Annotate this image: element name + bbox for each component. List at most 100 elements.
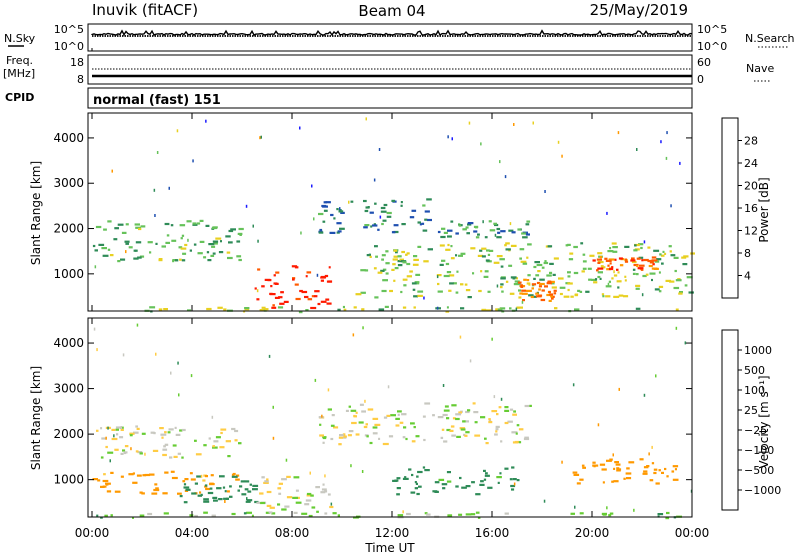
range-gate-cell bbox=[543, 499, 546, 503]
range-gate-cell bbox=[488, 421, 493, 424]
range-gate-cell bbox=[406, 275, 412, 278]
range-gate-cell bbox=[612, 453, 614, 457]
range-gate-cell bbox=[272, 405, 274, 409]
range-gate-cell bbox=[388, 435, 394, 438]
range-gate-cell bbox=[190, 374, 193, 378]
range-gate-cell bbox=[422, 415, 426, 418]
range-gate-cell bbox=[684, 341, 687, 345]
range-gate-cell bbox=[295, 489, 299, 492]
range-gate-cell bbox=[481, 255, 486, 258]
range-gate-cell bbox=[135, 249, 138, 252]
range-gate-cell bbox=[504, 467, 509, 470]
range-gate-cell bbox=[383, 203, 388, 207]
range-gate-cell bbox=[509, 408, 514, 411]
range-gate-cell bbox=[500, 283, 504, 286]
range-gate-cell bbox=[313, 295, 318, 298]
range-gate-cell bbox=[683, 255, 689, 258]
range-gate-cell bbox=[513, 410, 516, 413]
range-gate-cell bbox=[364, 399, 366, 403]
colorbar-tick-label: 25 bbox=[744, 404, 758, 417]
range-gate-cell bbox=[231, 427, 236, 431]
range-gate-cell bbox=[141, 432, 146, 435]
range-gate-cell bbox=[133, 249, 137, 252]
range-gate-cell bbox=[252, 488, 258, 491]
range-gate-cell bbox=[366, 435, 369, 438]
range-gate-cell bbox=[328, 266, 331, 269]
range-gate-cell bbox=[168, 186, 170, 190]
range-gate-cell bbox=[416, 475, 419, 478]
range-gate-cell bbox=[466, 232, 470, 235]
range-gate-cell bbox=[453, 282, 457, 285]
range-gate-cell bbox=[597, 260, 604, 264]
range-gate-cell bbox=[624, 260, 629, 263]
range-gate-cell bbox=[212, 240, 219, 243]
range-gate-cell bbox=[465, 513, 472, 516]
range-gate-cell bbox=[389, 289, 393, 293]
range-gate-cell bbox=[402, 510, 404, 514]
range-gate-cell bbox=[574, 308, 580, 311]
y-tick-label: 3000 bbox=[53, 382, 84, 396]
range-gate-cell bbox=[200, 474, 203, 478]
range-gate-cell bbox=[380, 206, 386, 210]
range-gate-cell bbox=[455, 232, 459, 235]
range-gate-cell bbox=[228, 229, 234, 233]
range-gate-cell bbox=[441, 227, 446, 230]
range-gate-cell bbox=[437, 230, 441, 234]
range-gate-cell bbox=[447, 243, 450, 247]
range-gate-cell bbox=[624, 275, 627, 278]
range-gate-cell bbox=[465, 289, 471, 292]
range-gate-cell bbox=[241, 493, 247, 496]
range-gate-cell bbox=[473, 225, 479, 228]
range-gate-cell bbox=[615, 463, 621, 466]
range-gate-cell bbox=[277, 503, 281, 506]
range-gate-cell bbox=[613, 467, 616, 470]
range-gate-cell bbox=[544, 260, 547, 263]
range-gate-cell bbox=[125, 242, 129, 245]
colorbar-tick-label: 1000 bbox=[744, 344, 772, 357]
range-gate-cell bbox=[504, 409, 510, 412]
range-gate-cell bbox=[372, 417, 379, 420]
range-gate-cell bbox=[410, 422, 415, 425]
range-gate-cell bbox=[132, 516, 134, 519]
range-gate-cell bbox=[632, 268, 636, 271]
range-gate-cell bbox=[472, 272, 475, 275]
range-gate-cell bbox=[550, 295, 553, 298]
range-gate-cell bbox=[509, 222, 512, 226]
range-gate-cell bbox=[239, 233, 242, 236]
range-gate-cell bbox=[480, 416, 486, 419]
range-gate-cell bbox=[329, 231, 336, 234]
range-gate-cell bbox=[104, 514, 108, 517]
velocity-heatmap bbox=[92, 323, 693, 520]
range-gate-cell bbox=[171, 476, 178, 480]
range-gate-cell bbox=[318, 231, 324, 234]
range-gate-cell bbox=[572, 471, 578, 474]
range-gate-cell bbox=[539, 282, 545, 286]
range-gate-cell bbox=[488, 419, 492, 422]
range-gate-cell bbox=[246, 499, 253, 502]
power-y-axis: 1000 2000 3000 4000 bbox=[53, 131, 692, 281]
range-gate-cell bbox=[658, 290, 662, 293]
range-gate-cell bbox=[669, 280, 675, 283]
range-gate-cell bbox=[291, 265, 298, 268]
range-gate-cell bbox=[596, 269, 599, 272]
range-gate-cell bbox=[164, 443, 169, 446]
range-gate-cell bbox=[561, 154, 563, 158]
range-gate-cell bbox=[286, 475, 291, 478]
range-gate-cell bbox=[361, 470, 364, 473]
range-gate-cell bbox=[455, 254, 458, 257]
range-gate-cell bbox=[605, 259, 612, 262]
range-gate-cell bbox=[658, 285, 664, 288]
range-gate-cell bbox=[402, 261, 407, 264]
range-gate-cell bbox=[654, 260, 660, 263]
range-gate-cell bbox=[470, 247, 476, 250]
range-gate-cell bbox=[184, 478, 189, 481]
range-gate-cell bbox=[526, 256, 529, 259]
range-gate-cell bbox=[513, 482, 516, 486]
range-gate-cell bbox=[496, 476, 502, 479]
range-gate-cell bbox=[274, 296, 280, 299]
range-gate-cell bbox=[215, 436, 221, 439]
range-gate-cell bbox=[105, 483, 109, 486]
range-gate-cell bbox=[613, 295, 620, 298]
range-gate-cell bbox=[549, 262, 554, 265]
range-gate-cell bbox=[413, 255, 418, 258]
